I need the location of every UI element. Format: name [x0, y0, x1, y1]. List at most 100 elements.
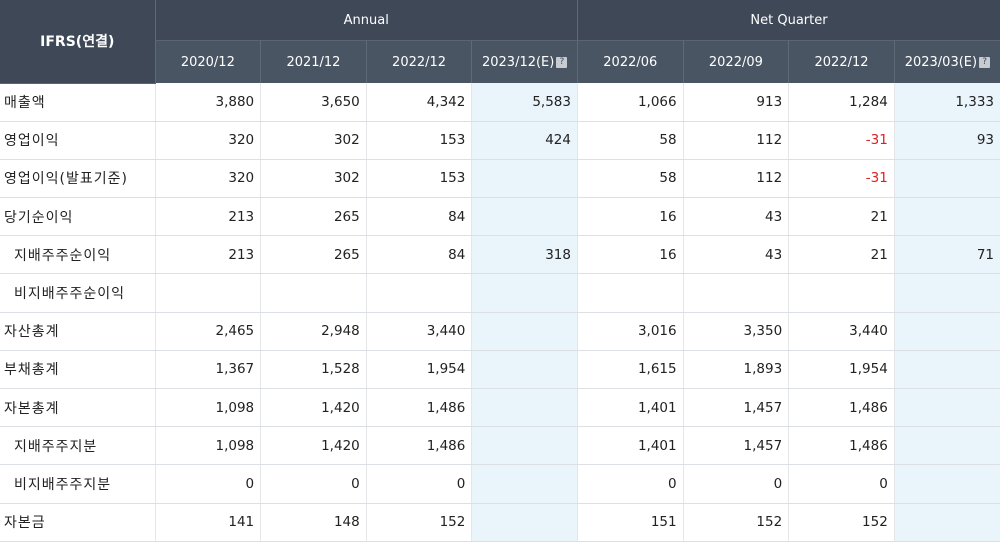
table-cell: 151	[576, 503, 684, 542]
table-cell	[893, 159, 1000, 199]
table-cell: 1,098	[154, 426, 261, 466]
row-label: 부채총계	[0, 350, 156, 390]
table-cell: 0	[788, 464, 895, 504]
table-cell	[788, 273, 895, 313]
table-row: 지배주주순이익 213 265 84 318 16 43 21 71	[0, 235, 1000, 275]
table-cell	[893, 273, 1000, 313]
table-body: 매출액 3,880 3,650 4,342 5,583 1,066 913 1,284 1,33…	[0, 83, 1000, 542]
table-row: 비지배주주지분 0 0 0 0 0 0	[0, 464, 1000, 504]
row-label: 영업이익	[0, 121, 156, 160]
table-cell	[893, 312, 1000, 351]
table-cell	[471, 197, 578, 237]
table-cell: 913	[682, 83, 789, 122]
table-cell: 112	[682, 121, 789, 160]
table-cell: 424	[471, 121, 578, 160]
table-cell	[154, 273, 261, 313]
table-cell: 0	[576, 464, 684, 504]
table-cell	[471, 503, 578, 542]
table-cell: 152	[365, 503, 472, 542]
table-cell: 0	[682, 464, 789, 504]
table-row: 영업이익 320 302 153 424 58 112 -31 93	[0, 121, 1000, 160]
table-cell: 265	[260, 197, 367, 237]
table-cell: 1,401	[576, 426, 684, 466]
table-cell	[682, 273, 789, 313]
table-cell: 0	[260, 464, 367, 504]
table-cell: 84	[365, 235, 472, 275]
group-net-quarter: Net Quarter	[576, 0, 1000, 41]
table-cell: 1,401	[576, 388, 684, 428]
table-cell: 1,420	[260, 426, 367, 466]
table-cell: 112	[682, 159, 789, 199]
column-header: 2022/12	[788, 40, 895, 83]
table-cell: 265	[260, 235, 367, 275]
table-cell: 3,440	[788, 312, 895, 351]
table-cell	[471, 426, 578, 466]
table-cell: 43	[682, 235, 789, 275]
table-cell: 213	[154, 235, 261, 275]
ifrs-header: IFRS(연결)	[0, 0, 156, 84]
table-cell: 1,420	[260, 388, 367, 428]
column-header: 2020/12	[154, 40, 261, 83]
table-cell: 153	[365, 159, 472, 199]
table-cell: 93	[893, 121, 1000, 160]
table-cell: 71	[893, 235, 1000, 275]
group-annual: Annual	[154, 0, 578, 41]
table-row: 매출액 3,880 3,650 4,342 5,583 1,066 913 1,284 1,33…	[0, 83, 1000, 122]
column-header: 2023/03(E)?	[893, 40, 1000, 83]
table-row: 자본금 141 148 152 151 152 152	[0, 503, 1000, 542]
table-cell: 21	[788, 197, 895, 237]
row-label: 영업이익(발표기준)	[0, 159, 156, 199]
table-cell	[471, 388, 578, 428]
table-cell: 43	[682, 197, 789, 237]
table-cell: 1,528	[260, 350, 367, 390]
table-cell: 1,615	[576, 350, 684, 390]
help-icon[interactable]: ?	[556, 56, 568, 68]
table-cell	[893, 503, 1000, 542]
table-row: 당기순이익 213 265 84 16 43 21	[0, 197, 1000, 237]
row-label: 비지배주주지분	[0, 464, 156, 504]
table-cell: 320	[154, 121, 261, 160]
table-cell: 152	[788, 503, 895, 542]
table-cell: 16	[576, 197, 684, 237]
table-cell: 58	[576, 121, 684, 160]
table-cell	[893, 350, 1000, 390]
table-cell: 302	[260, 159, 367, 199]
table-cell	[471, 159, 578, 199]
column-header: 2021/12	[260, 40, 367, 83]
table-row: 자산총계 2,465 2,948 3,440 3,016 3,350 3,440	[0, 312, 1000, 351]
table-cell	[471, 312, 578, 351]
table-cell: 1,954	[788, 350, 895, 390]
row-label: 매출액	[0, 83, 156, 122]
table-cell	[893, 464, 1000, 504]
row-label: 지배주주순이익	[0, 235, 156, 275]
table-cell	[471, 464, 578, 504]
table-row: 부채총계 1,367 1,528 1,954 1,615 1,893 1,954	[0, 350, 1000, 390]
table-cell: -31	[788, 121, 895, 160]
table-cell: 1,486	[365, 388, 472, 428]
column-header: 2022/06	[576, 40, 684, 83]
help-icon[interactable]: ?	[979, 56, 991, 68]
table-cell: -31	[788, 159, 895, 199]
table-cell: 16	[576, 235, 684, 275]
table-cell: 3,440	[365, 312, 472, 351]
table-cell: 1,098	[154, 388, 261, 428]
table-cell: 320	[154, 159, 261, 199]
table-cell: 302	[260, 121, 367, 160]
table-row: 지배주주지분 1,098 1,420 1,486 1,401 1,457 1,486	[0, 426, 1000, 466]
table-cell: 213	[154, 197, 261, 237]
table-cell: 2,465	[154, 312, 261, 351]
table-cell: 1,367	[154, 350, 261, 390]
table-cell	[365, 273, 472, 313]
table-cell: 5,583	[471, 83, 578, 122]
table-cell: 3,650	[260, 83, 367, 122]
table-row: 비지배주주순이익	[0, 273, 1000, 313]
table-cell: 1,954	[365, 350, 472, 390]
table-cell: 1,486	[788, 388, 895, 428]
table-cell: 1,066	[576, 83, 684, 122]
table-cell: 152	[682, 503, 789, 542]
table-cell: 148	[260, 503, 367, 542]
table-cell: 4,342	[365, 83, 472, 122]
table-cell: 153	[365, 121, 472, 160]
table-cell: 3,350	[682, 312, 789, 351]
